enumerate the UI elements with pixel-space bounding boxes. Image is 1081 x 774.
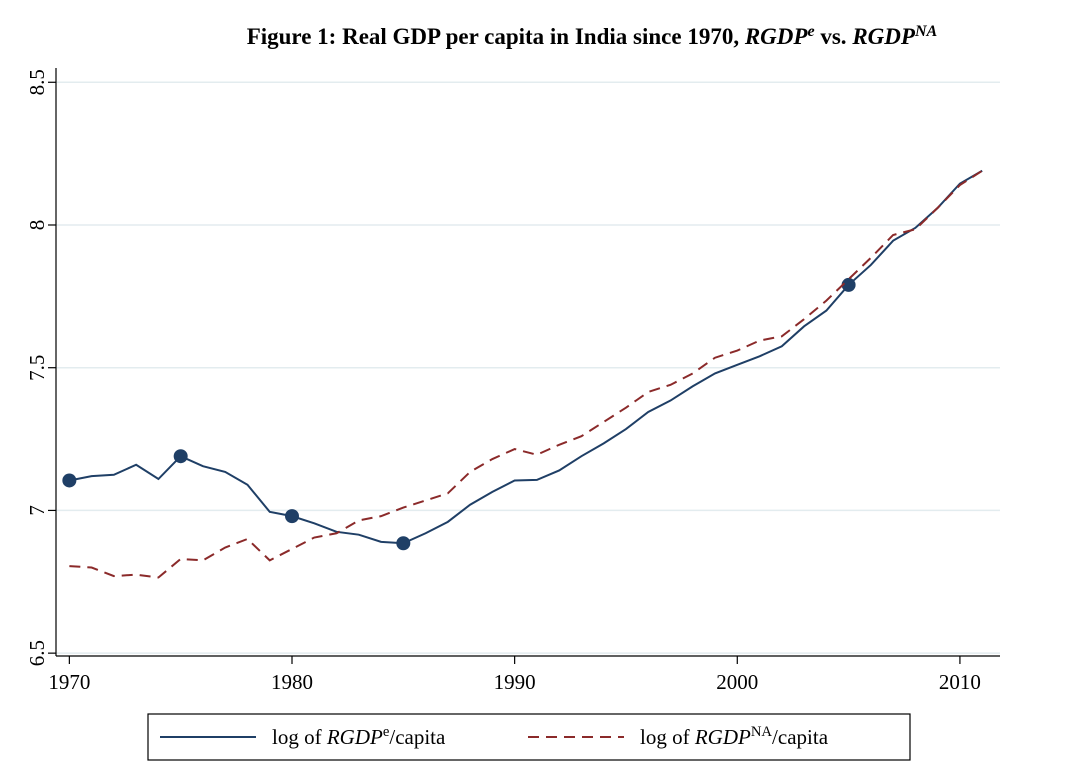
- chart-title: Figure 1: Real GDP per capita in India s…: [247, 23, 938, 50]
- text-part: /capita: [389, 725, 446, 749]
- text-part: RGDP: [326, 725, 383, 749]
- legend-label: log of RGDPNA/capita: [640, 724, 829, 749]
- text-part: /capita: [772, 725, 829, 749]
- y-tick-label: 8: [25, 220, 49, 231]
- text-part: vs.: [815, 24, 853, 49]
- text-part: RGDP: [694, 725, 751, 749]
- text-part: e: [383, 724, 390, 740]
- text-part: NA: [751, 724, 773, 740]
- marker: [62, 473, 77, 488]
- x-tick-label: 2010: [939, 670, 981, 694]
- text-part: RGDP: [744, 24, 809, 49]
- x-tick-label: 2000: [716, 670, 758, 694]
- marker: [173, 449, 188, 464]
- text-part: RGDP: [851, 24, 916, 49]
- marker: [396, 536, 411, 551]
- marker: [841, 277, 856, 292]
- x-tick-label: 1990: [494, 670, 536, 694]
- text-part: Figure 1: Real GDP per capita in India s…: [247, 24, 745, 49]
- marker: [285, 509, 299, 524]
- y-tick-label: 7.5: [25, 355, 49, 381]
- y-tick-label: 8.5: [25, 69, 49, 95]
- y-tick-label: 6.5: [25, 640, 49, 666]
- series-line: [69, 169, 983, 545]
- text-part: log of: [272, 725, 327, 749]
- legend-label: log of RGDPe/capita: [272, 724, 446, 749]
- text-part: log of: [640, 725, 695, 749]
- x-tick-label: 1970: [48, 670, 90, 694]
- series-line: [69, 169, 983, 579]
- x-tick-label: 1980: [271, 670, 313, 694]
- text-part: e: [807, 23, 814, 40]
- text-part: NA: [914, 23, 938, 40]
- y-tick-label: 7: [25, 505, 49, 516]
